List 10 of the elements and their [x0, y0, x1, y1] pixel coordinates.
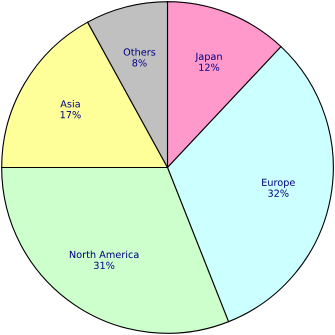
data-label: 17% [60, 111, 81, 118]
data-label: 32% [268, 190, 289, 197]
slice-label: Asia [60, 100, 80, 108]
data-label: 8% [132, 59, 147, 67]
slice-label: Others [124, 48, 156, 56]
slice-label: Europe [262, 178, 295, 188]
slice-label: North America [70, 250, 138, 258]
data-label: 31% [94, 262, 114, 270]
slice-label: Japan [194, 52, 222, 62]
data-label: 12% [199, 64, 220, 71]
